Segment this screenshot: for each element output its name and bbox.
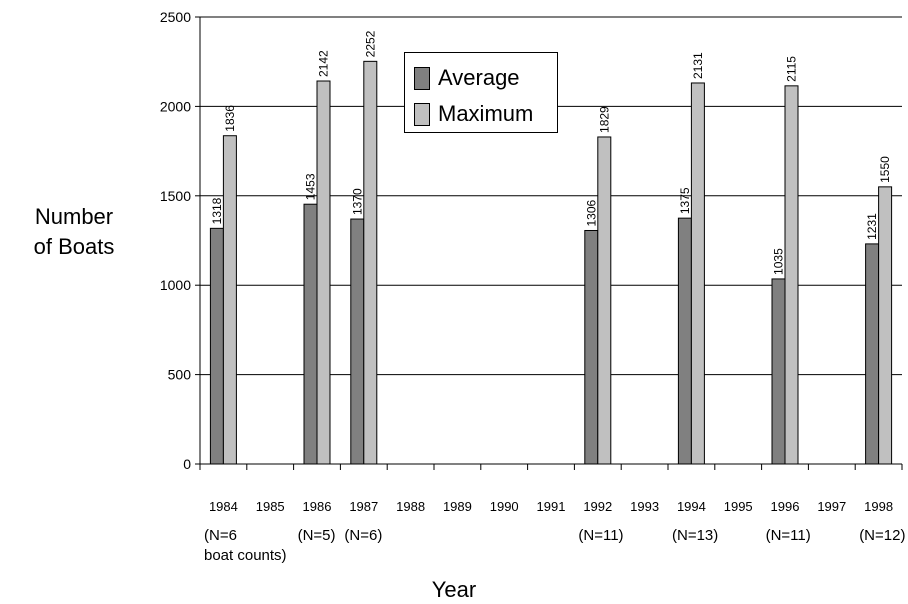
y-tick-label: 2000 [160, 98, 191, 114]
data-label-maximum: 2252 [363, 30, 377, 57]
bar-maximum [316, 80, 331, 465]
data-label-maximum: 1550 [878, 156, 892, 183]
bar-average [584, 229, 599, 465]
legend-label-maximum: Maximum [438, 101, 534, 126]
x-tick-label: 1994 [677, 499, 706, 514]
bar-average [771, 278, 786, 465]
x-tick-label: 1987 [349, 499, 378, 514]
y-tick-label: 500 [168, 367, 192, 383]
sample-size-note: (N=6) [344, 527, 383, 544]
x-tick-label: 1991 [537, 499, 566, 514]
legend-item-average: Average [414, 65, 520, 91]
data-label-maximum: 1829 [597, 106, 611, 133]
x-tick-label: 1997 [817, 499, 846, 514]
y-tick-label: 2500 [160, 9, 191, 25]
x-tick-label: 1995 [724, 499, 753, 514]
bar-maximum [878, 186, 893, 465]
bar-maximum [597, 136, 612, 465]
bar-average [865, 243, 880, 465]
data-label-maximum: 2115 [785, 56, 799, 82]
data-label-maximum: 2142 [317, 50, 331, 77]
bar-average [350, 218, 365, 465]
sample-size-note: (N=6 [204, 527, 237, 544]
legend-swatch-average [414, 66, 430, 90]
data-label-average: 1035 [772, 248, 786, 275]
x-axis-label: Year [431, 577, 477, 602]
sample-size-note: (N=11) [578, 527, 624, 544]
bar-average [677, 217, 692, 465]
sample-size-note-continuation: boat counts) [204, 547, 287, 564]
x-tick-label: 1986 [303, 499, 332, 514]
data-label-average: 1318 [210, 197, 224, 224]
x-tick-label: 1998 [864, 499, 893, 514]
data-label-maximum: 1836 [223, 105, 237, 132]
data-label-average: 1453 [304, 173, 318, 200]
y-tick-label: 0 [183, 456, 191, 472]
bar-average [303, 203, 318, 465]
legend-item-maximum: Maximum [414, 101, 533, 127]
sample-size-note: (N=5) [297, 527, 336, 544]
data-label-average: 1231 [865, 213, 879, 240]
legend-swatch-maximum [414, 102, 430, 126]
x-tick-label: 1996 [771, 499, 800, 514]
data-label-average: 1375 [678, 187, 692, 214]
y-axis-label-line2: of Boats [33, 234, 115, 259]
x-tick-label: 1993 [630, 499, 659, 514]
x-tick-label: 1988 [396, 499, 425, 514]
bar-maximum [784, 85, 799, 465]
x-tick-label: 1992 [583, 499, 612, 514]
bar-maximum [222, 135, 237, 465]
y-axis-label-line1: Number [34, 204, 114, 229]
x-tick-label: 1990 [490, 499, 519, 514]
bar-average [209, 227, 224, 465]
legend: Average Maximum [404, 52, 558, 133]
x-tick-label: 1984 [209, 499, 238, 514]
x-tick-label: 1985 [256, 499, 285, 514]
sample-size-note: (N=11) [765, 527, 811, 544]
bar-maximum [363, 60, 378, 465]
sample-size-note: (N=12) [859, 527, 906, 544]
y-tick-label: 1500 [160, 188, 191, 204]
data-label-average: 1370 [350, 188, 364, 215]
data-label-average: 1306 [584, 199, 598, 226]
y-axis-label: Number of Boats [0, 202, 148, 262]
y-tick-label: 1000 [160, 277, 191, 293]
data-label-maximum: 2131 [691, 52, 705, 79]
x-tick-label: 1989 [443, 499, 472, 514]
sample-size-note: (N=13) [672, 527, 719, 544]
legend-label-average: Average [438, 65, 520, 90]
bar-maximum [690, 82, 705, 465]
